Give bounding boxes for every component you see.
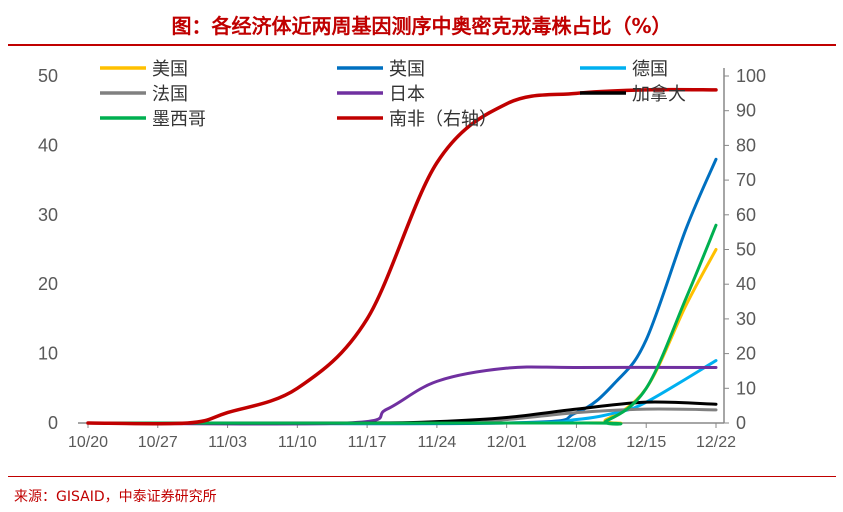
- x-tick-label: 12/15: [626, 434, 666, 451]
- right-y-tick-label: 40: [736, 274, 756, 294]
- legend-label: 法国: [152, 84, 188, 104]
- right-y-tick-label: 70: [736, 170, 756, 190]
- x-tick-label: 11/10: [278, 434, 317, 451]
- source-divider: [8, 476, 836, 477]
- right-y-tick-label: 60: [736, 205, 756, 225]
- legend-label: 墨西哥: [152, 109, 206, 129]
- chart-title: 图：各经济体近两周基因测序中奥密克戎毒株占比（%）: [171, 14, 672, 38]
- right-y-tick-label: 30: [736, 309, 756, 329]
- x-tick-label: 12/22: [696, 434, 736, 451]
- source-note: 来源：GISAID，中泰证券研究所: [14, 489, 217, 505]
- x-tick-label: 12/01: [487, 434, 527, 451]
- x-tick-label: 10/20: [68, 434, 108, 451]
- legend-label: 英国: [389, 59, 425, 79]
- series-line-英国: [86, 157, 718, 426]
- x-tick-label: 11/17: [348, 434, 387, 451]
- left-y-tick-label: 30: [38, 205, 58, 225]
- left-y-tick-label: 0: [48, 413, 58, 433]
- series-line-美国: [86, 248, 718, 425]
- legend-label: 日本: [389, 84, 425, 104]
- series-line-南非（右轴）: [86, 87, 718, 426]
- title-divider: [8, 44, 836, 46]
- right-y-tick-label: 50: [736, 240, 756, 260]
- x-tick-label: 11/24: [417, 434, 456, 451]
- right-y-tick-label: 90: [736, 101, 756, 121]
- legend-label: 南非（右轴）: [389, 109, 497, 129]
- right-y-tick-label: 20: [736, 344, 756, 364]
- legend-label: 加拿大: [632, 83, 686, 104]
- left-y-tick-label: 20: [38, 274, 58, 294]
- legend-label: 美国: [152, 59, 188, 79]
- x-tick-label: 12/08: [556, 434, 596, 451]
- x-tick-label: 11/03: [208, 434, 247, 451]
- right-y-tick-label: 80: [736, 135, 756, 155]
- left-y-tick-label: 50: [38, 66, 58, 86]
- right-y-tick-label: 0: [736, 413, 746, 433]
- x-tick-label: 10/27: [138, 434, 178, 451]
- right-y-tick-label: 10: [736, 378, 756, 398]
- legend-label: 德国: [632, 59, 668, 79]
- left-y-tick-label: 10: [38, 344, 58, 364]
- left-y-tick-label: 40: [38, 135, 58, 155]
- right-y-tick-label: 100: [736, 66, 766, 86]
- series-line-墨西哥: [86, 223, 718, 426]
